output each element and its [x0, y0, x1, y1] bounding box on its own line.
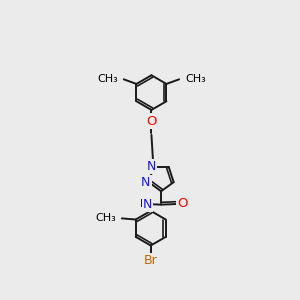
Text: N: N	[141, 176, 151, 189]
Text: H: H	[140, 199, 148, 209]
Text: O: O	[177, 197, 188, 210]
Text: CH₃: CH₃	[95, 213, 116, 224]
Text: CH₃: CH₃	[97, 74, 118, 84]
Text: N: N	[142, 198, 152, 211]
Text: O: O	[146, 115, 157, 128]
Text: Br: Br	[144, 254, 158, 268]
Text: CH₃: CH₃	[185, 74, 206, 84]
Text: N: N	[146, 160, 156, 173]
